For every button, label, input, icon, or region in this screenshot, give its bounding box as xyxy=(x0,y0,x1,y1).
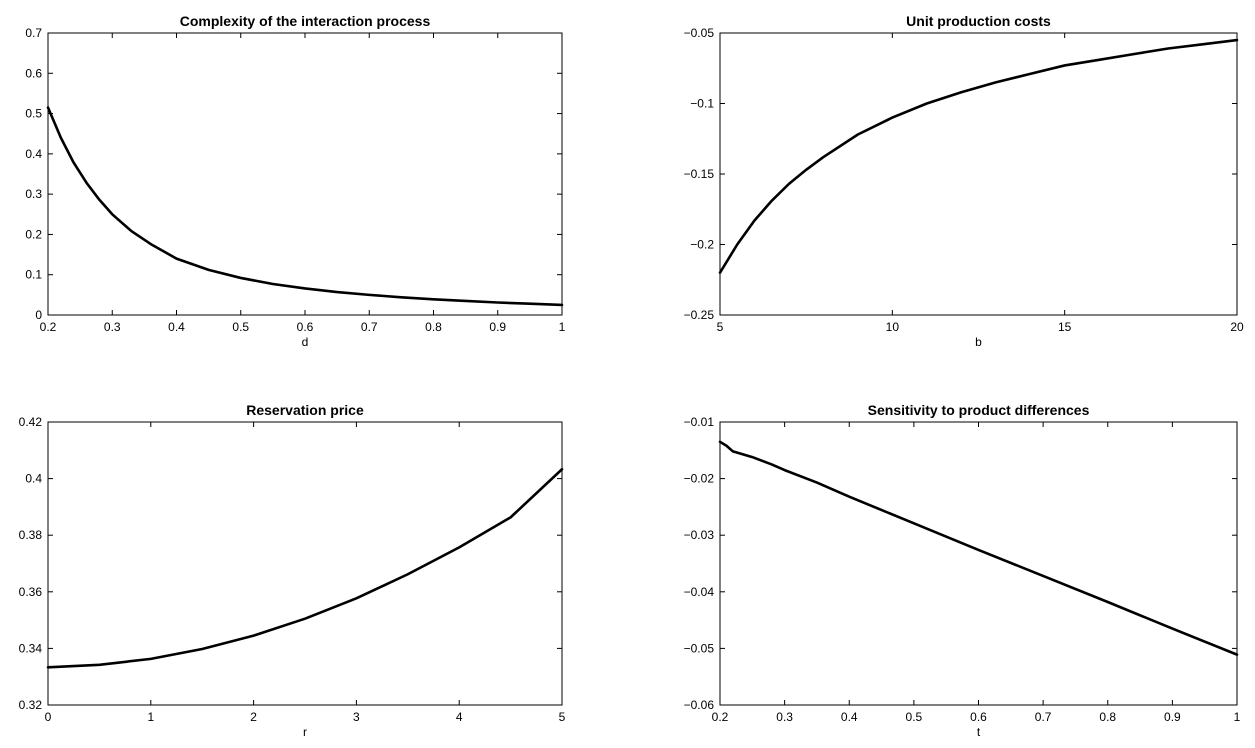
y-tick-label: 0.42 xyxy=(19,415,43,429)
axes-box-complexity xyxy=(47,32,563,316)
y-tick-label: −0.25 xyxy=(684,308,715,322)
y-tick-label: −0.04 xyxy=(684,585,715,599)
x-tick-label: 0.9 xyxy=(489,320,506,334)
x-tick-label: 0.6 xyxy=(297,320,314,334)
x-tick-label: 0.6 xyxy=(970,710,987,724)
y-tick-label: 0.38 xyxy=(19,528,43,542)
x-tick-label: 1 xyxy=(147,710,154,724)
x-tick-label: 0.5 xyxy=(906,710,923,724)
x-tick-label: 5 xyxy=(559,710,566,724)
axes-box-reservation-price xyxy=(47,421,563,706)
x-tick-label: 3 xyxy=(353,710,360,724)
x-tick-label: 0.2 xyxy=(712,710,729,724)
x-tick-label: 0.4 xyxy=(168,320,185,334)
y-tick-label: 0.4 xyxy=(25,472,42,486)
x-tick-label: 0 xyxy=(45,710,52,724)
chart-title-unit-costs: Unit production costs xyxy=(906,13,1051,29)
x-tick-label: 1 xyxy=(1234,710,1241,724)
panel-sensitivity: 0.2 0.3 0.4 0.5 0.6 0.7 0.8 0.9 1 −0.06 −0.05 −0.04… xyxy=(684,402,1241,739)
y-tick-label: 0.36 xyxy=(19,585,43,599)
y-tick-label: 0.1 xyxy=(25,268,42,282)
y-tick-label: −0.06 xyxy=(684,698,715,712)
x-tick-label: 5 xyxy=(717,320,724,334)
x-tick-label: 4 xyxy=(456,710,463,724)
y-tick-label: 0.3 xyxy=(25,187,42,201)
panel-complexity: 0.2 0.3 0.4 0.5 0.6 0.7 0.8 0.9 1 0 0.1 0.2 0.3 0.4 0.… xyxy=(25,13,565,349)
axes-box-sensitivity xyxy=(719,421,1238,706)
panel-reservation-price: 0 1 2 3 4 5 0.32 0.34 0.36 0.38 0.4 0.42 Reservation… xyxy=(19,402,566,739)
x-tick-label: 0.7 xyxy=(1035,710,1052,724)
x-axis-label-sensitivity: t xyxy=(977,725,981,739)
x-axis-label-complexity: d xyxy=(302,335,309,349)
series-line-reservation-price xyxy=(46,467,564,669)
series-line-unit-costs xyxy=(718,38,1239,274)
y-tick-label: 0.4 xyxy=(25,147,42,161)
x-tick-label: 0.4 xyxy=(841,710,858,724)
y-tick-label: 0.6 xyxy=(25,66,42,80)
x-tick-label: 0.3 xyxy=(776,710,793,724)
x-tick-label: 0.9 xyxy=(1164,710,1181,724)
y-tick-label: −0.05 xyxy=(684,641,715,655)
y-tick-label: −0.03 xyxy=(684,528,715,542)
x-tick-label: 0.8 xyxy=(425,320,442,334)
y-tick-label: −0.1 xyxy=(690,97,714,111)
y-tick-label: 0 xyxy=(35,308,42,322)
x-tick-label: 15 xyxy=(1058,320,1072,334)
series-line-sensitivity xyxy=(718,440,1239,656)
series-line-complexity xyxy=(46,106,564,307)
x-axis-label-reservation-price: r xyxy=(303,725,307,739)
x-tick-label: 0.7 xyxy=(361,320,378,334)
y-tick-label: 0.7 xyxy=(25,26,42,40)
y-tick-label: 0.5 xyxy=(25,107,42,121)
x-tick-label: 0.2 xyxy=(40,320,57,334)
x-tick-label: 0.8 xyxy=(1099,710,1116,724)
x-tick-label: 1 xyxy=(559,320,566,334)
y-tick-label: −0.15 xyxy=(684,167,715,181)
y-tick-label: −0.02 xyxy=(684,472,715,486)
x-tick-label: 2 xyxy=(250,710,257,724)
chart-title-reservation-price: Reservation price xyxy=(246,402,364,418)
chart-title-sensitivity: Sensitivity to product differences xyxy=(868,402,1090,418)
y-tick-label: 0.32 xyxy=(19,698,43,712)
axes-box-unit-costs xyxy=(719,32,1238,316)
y-tick-label: −0.01 xyxy=(684,415,715,429)
x-tick-label: 0.5 xyxy=(232,320,249,334)
y-tick-label: −0.05 xyxy=(684,26,715,40)
x-axis-label-unit-costs: b xyxy=(975,335,982,349)
panel-unit-costs: 5 10 15 20 −0.25 −0.2 −0.15 −0.1 −0.05 Unit produ… xyxy=(684,13,1244,349)
y-tick-label: −0.2 xyxy=(690,238,714,252)
x-tick-label: 20 xyxy=(1230,320,1244,334)
x-tick-label: 10 xyxy=(886,320,900,334)
chart-title-complexity: Complexity of the interaction process xyxy=(180,13,431,29)
y-tick-label: 0.2 xyxy=(25,227,42,241)
y-tick-label: 0.34 xyxy=(19,641,43,655)
x-tick-label: 0.3 xyxy=(104,320,121,334)
